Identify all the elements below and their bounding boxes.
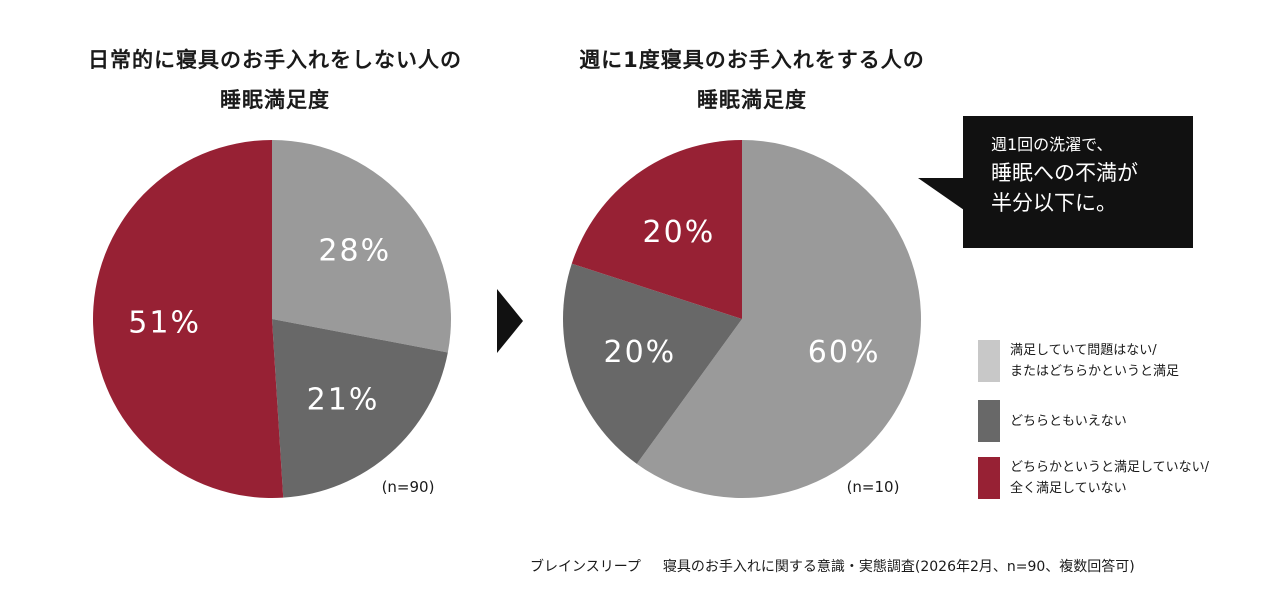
callout-tail [918, 178, 964, 210]
callout-box: 週1回の洗濯で、 睡眠への不満が 半分以下に。 [963, 116, 1193, 248]
sample-size-left: (n=90) [382, 478, 435, 496]
pie-label-right-satisfied: 60% [808, 335, 881, 370]
chart-title-right-line2: 睡眠満足度 [697, 88, 807, 112]
pie-slice-right-dissatisfied [571, 140, 742, 319]
sample-size-right: (n=10) [847, 478, 900, 496]
legend-label-neutral: どちらともいえない [1010, 400, 1127, 432]
legend-item-neutral: どちらともいえない [978, 400, 1127, 442]
legend-label-dissatisfied-line1: どちらかというと満足していない/ [1010, 460, 1209, 475]
pie-slice-left-neutral [272, 319, 448, 498]
legend-label-dissatisfied-line2: 全く満足していない [1010, 481, 1127, 496]
legend-label-satisfied: 満足していて問題はない/ またはどちらかというと満足 [1010, 340, 1179, 382]
legend-label-satisfied-line1: 満足していて問題はない/ [1010, 343, 1157, 358]
callout-line3: 半分以下に。 [991, 191, 1117, 215]
callout-line2: 睡眠への不満が [991, 161, 1138, 185]
chart-title-left-line2: 睡眠満足度 [220, 88, 330, 112]
pie-slice-right-neutral [563, 263, 742, 464]
chart-title-left-line1: 日常的に寝具のお手入れをしない人の [88, 48, 462, 72]
pie-slice-left-dissatisfied [93, 140, 284, 498]
source-note: ブレインスリープ 寝具のお手入れに関する意識・実態調査(2026年2月、n=90、… [530, 556, 1270, 576]
legend-label-satisfied-line2: またはどちらかというと満足 [1010, 364, 1180, 379]
legend-label-dissatisfied: どちらかというと満足していない/ 全く満足していない [1010, 457, 1209, 499]
pie-label-right-dissatisfied: 20% [643, 215, 716, 250]
chart-title-right: 週に1度寝具のお手入れをする人の 睡眠満足度 [522, 40, 982, 120]
callout-line1: 週1回の洗濯で、 [991, 135, 1113, 154]
legend-label-neutral-line1: どちらともいえない [1010, 414, 1127, 429]
pie-label-left-satisfied: 28% [318, 234, 391, 269]
legend-item-satisfied: 満足していて問題はない/ またはどちらかというと満足 [978, 340, 1179, 382]
legend-swatch-satisfied [978, 340, 1000, 382]
pie-label-right-neutral: 20% [604, 335, 677, 370]
legend-item-dissatisfied: どちらかというと満足していない/ 全く満足していない [978, 457, 1209, 499]
pie-slice-right-satisfied [636, 140, 921, 498]
arrow-right-icon [497, 289, 523, 353]
pie-label-left-dissatisfied: 51% [128, 305, 201, 340]
pie-chart-left: 28% 21% 51% (n=90) [93, 140, 451, 498]
survey-description: 寝具のお手入れに関する意識・実態調査(2026年2月、n=90、複数回答可) [662, 559, 1135, 575]
legend-swatch-neutral [978, 400, 1000, 442]
pie-label-left-neutral: 21% [307, 383, 380, 418]
chart-title-left: 日常的に寝具のお手入れをしない人の 睡眠満足度 [45, 40, 505, 120]
legend-swatch-dissatisfied [978, 457, 1000, 499]
pie-chart-right: 60% 20% 20% (n=10) [563, 140, 921, 498]
chart-title-right-line1: 週に1度寝具のお手入れをする人の [579, 48, 925, 72]
pie-slice-left-satisfied [272, 140, 451, 353]
source-name: ブレインスリープ [530, 559, 641, 575]
